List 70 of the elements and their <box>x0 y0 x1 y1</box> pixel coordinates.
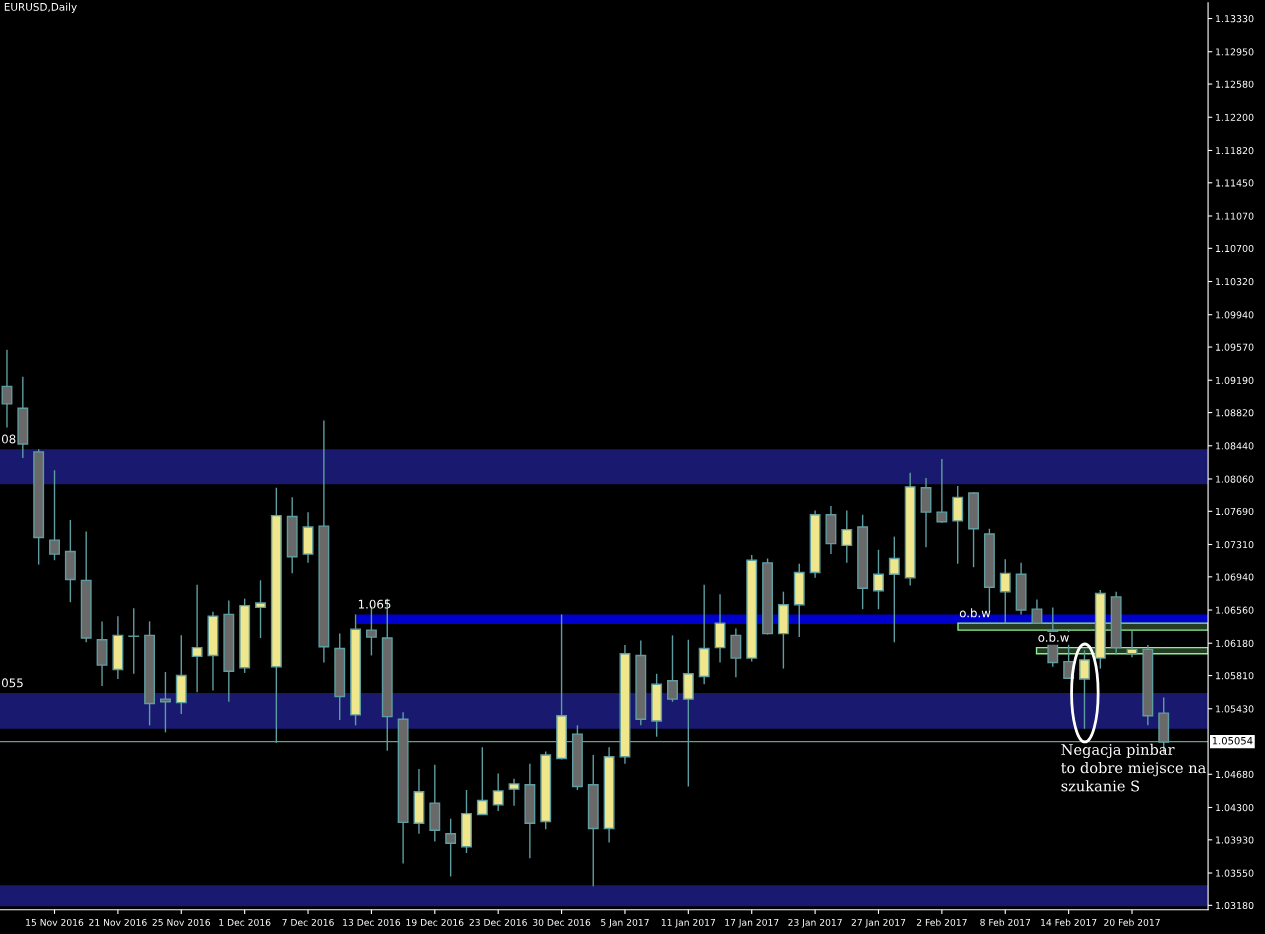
y-tick-label: 1.09190 <box>1216 376 1254 384</box>
candlestick <box>191 583 203 693</box>
y-tick-label: 1.04680 <box>1216 770 1254 779</box>
y-tick-label: 1.08060 <box>1216 475 1254 483</box>
y-tick-label: 1.03180 <box>1216 901 1254 910</box>
y-tick-label: 1.04300 <box>1216 804 1254 812</box>
x-tick-label: 30 Dec 2016 <box>532 918 591 926</box>
candlestick <box>1 348 13 429</box>
y-tick-label: 1.10700 <box>1216 244 1254 253</box>
candlestick <box>841 509 853 564</box>
x-tick-label: 13 Dec 2016 <box>343 918 401 926</box>
candlestick <box>999 558 1011 624</box>
x-tick-label: 17 Jan 2017 <box>725 918 779 928</box>
x-tick-label: 19 Dec 2016 <box>406 918 464 926</box>
y-tick-label: 1.06560 <box>1216 606 1254 614</box>
x-tick-label: 8 Feb 2017 <box>980 918 1031 926</box>
x-tick-label: 27 Jan 2017 <box>851 918 906 928</box>
x-tick-label: 20 Feb 2017 <box>1104 918 1160 926</box>
x-tick-label: 25 Nov 2016 <box>152 918 211 926</box>
candlestick <box>508 777 520 807</box>
candlestick <box>445 818 457 878</box>
candlestick <box>888 535 900 644</box>
candlestick <box>667 634 678 703</box>
band-label: 055 <box>1 678 23 688</box>
candlestick <box>1031 598 1043 624</box>
y-tick-label: 1.08820 <box>1216 409 1254 417</box>
y-tick-label: 1.10320 <box>1216 278 1254 286</box>
y-tick-label: 1.12950 <box>1216 48 1254 56</box>
y-tick-label: 1.08440 <box>1216 442 1254 450</box>
y-tick-label: 1.05810 <box>1216 672 1254 680</box>
band-label: o.b.w <box>1038 632 1069 642</box>
x-tick-label: 21 Nov 2016 <box>89 918 147 926</box>
candlestick <box>952 485 964 565</box>
y-tick-label: 1.09940 <box>1216 311 1254 319</box>
x-tick-label: 1 Dec 2016 <box>219 918 271 926</box>
ref-line-label: 1.05054 <box>1212 736 1253 745</box>
y-tick-label: 1.05430 <box>1216 705 1254 713</box>
x-tick-label: 14 Feb 2017 <box>1041 918 1097 926</box>
x-tick-label: 15 Nov 2016 <box>26 918 84 926</box>
candlestick <box>873 549 884 610</box>
x-tick-label: 5 Jan 2017 <box>601 918 649 928</box>
candlestick <box>936 458 948 524</box>
candlestick <box>255 579 266 639</box>
candlestick <box>1079 649 1090 730</box>
candlestick <box>476 746 488 816</box>
x-tick-label: 2 Feb 2017 <box>916 918 967 926</box>
band-label: 08 <box>1 434 16 444</box>
y-tick-label: 1.07310 <box>1216 541 1254 549</box>
y-tick-label: 1.06940 <box>1216 573 1254 581</box>
candlestick <box>49 469 60 561</box>
x-tick-label: 23 Dec 2016 <box>469 918 527 926</box>
y-tick-label: 1.12200 <box>1216 113 1254 121</box>
x-tick-label: 11 Jan 2017 <box>661 918 716 928</box>
y-tick-label: 1.11070 <box>1216 212 1254 220</box>
chart-title: EURUSD,Daily <box>4 2 77 13</box>
y-tick-label: 1.11820 <box>1216 147 1254 155</box>
candlestick <box>159 671 171 734</box>
y-tick-label: 1.07690 <box>1216 507 1254 516</box>
x-tick-label: 7 Dec 2016 <box>282 918 334 926</box>
y-tick-label: 1.13330 <box>1216 15 1254 23</box>
candlestick <box>730 627 742 679</box>
annotation: Negacja pinbar to dobre miejsce na szukanie S <box>1061 743 1206 792</box>
y-tick-label: 1.06180 <box>1216 639 1254 647</box>
candlestick <box>492 772 504 812</box>
y-tick-label: 1.03550 <box>1216 869 1254 877</box>
y-tick-label: 1.03930 <box>1216 836 1254 844</box>
y-tick-label: 1.09570 <box>1216 343 1254 351</box>
y-tick-label: 1.12580 <box>1216 80 1254 88</box>
x-tick-label: 23 Jan 2017 <box>788 918 842 928</box>
y-tick-label: 1.11450 <box>1216 179 1254 187</box>
